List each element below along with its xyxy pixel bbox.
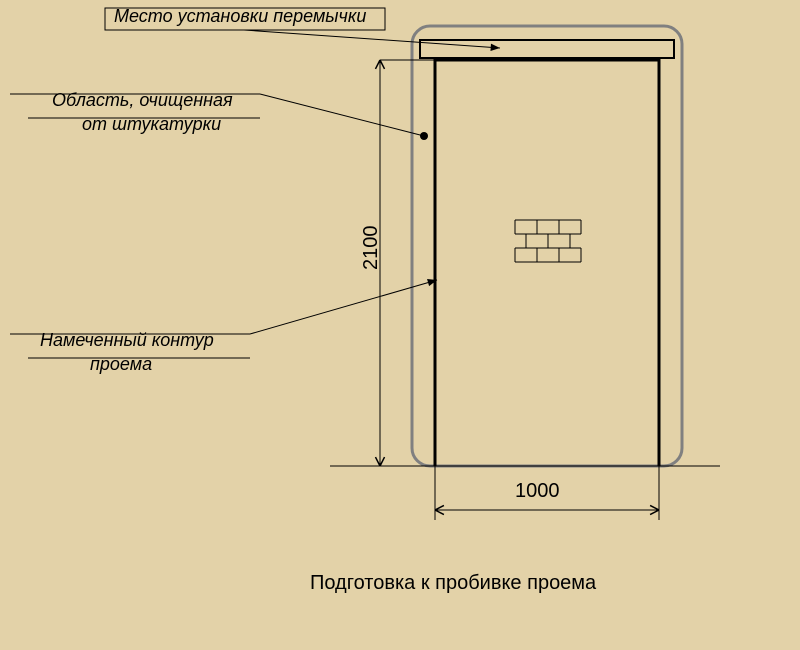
dimension-height-label: 2100 (360, 226, 383, 271)
dimension-width-label: 1000 (515, 480, 560, 503)
diagram-title: Подготовка к пробивке проема (310, 572, 596, 595)
callout-plaster-line2: от штукатурки (82, 114, 221, 135)
callout-contour-line2: проема (90, 354, 152, 375)
callout-lintel-text: Место установки перемычки (114, 6, 366, 27)
callout-plaster-line1: Область, очищенная (52, 90, 233, 111)
callout-contour-line1: Намеченный контур (40, 330, 214, 351)
